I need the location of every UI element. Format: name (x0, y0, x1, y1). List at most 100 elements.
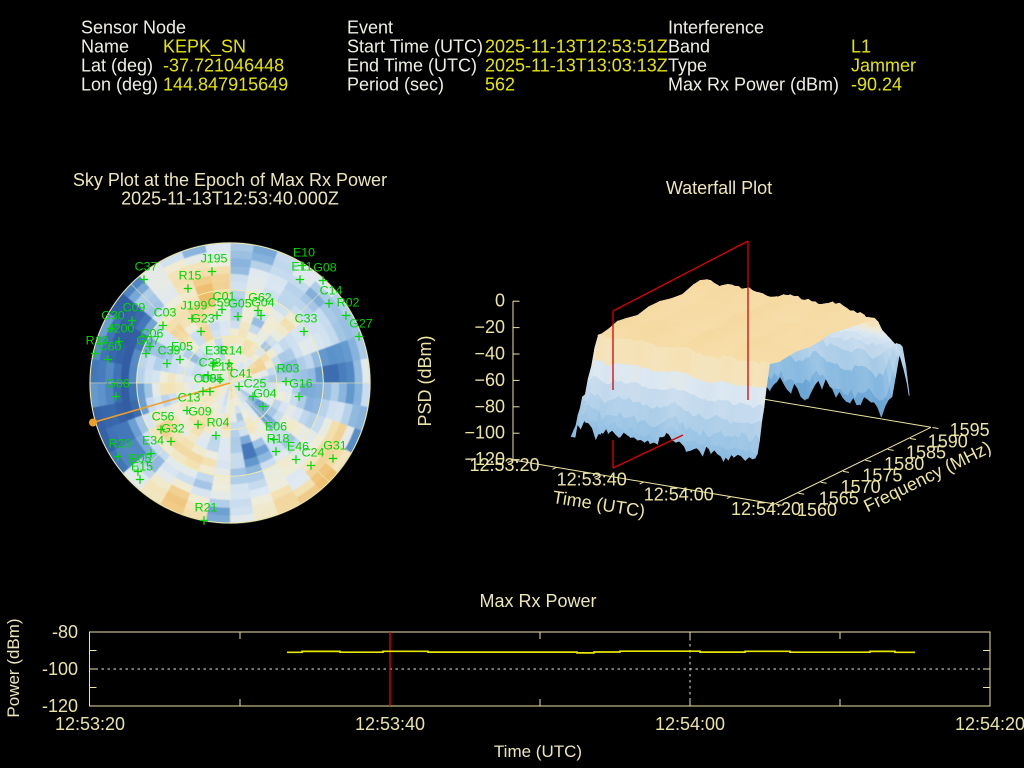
svg-text:−120: −120 (464, 449, 505, 469)
svg-text:1580: 1580 (884, 454, 924, 474)
svg-text:C60: C60 (99, 340, 122, 354)
svg-text:1575: 1575 (862, 466, 902, 486)
svg-text:G32: G32 (161, 422, 185, 436)
svg-text:12:53:20: 12:53:20 (55, 714, 125, 734)
svg-text:G08: G08 (313, 261, 337, 275)
svg-text:Event: Event (347, 18, 393, 38)
svg-text:Max Rx Power: Max Rx Power (479, 591, 596, 611)
svg-text:R02: R02 (337, 296, 360, 310)
svg-text:Name: Name (81, 37, 129, 57)
svg-text:-80: -80 (52, 622, 78, 642)
svg-text:KEPK_SN: KEPK_SN (163, 37, 246, 58)
svg-text:End Time (UTC): End Time (UTC) (347, 56, 477, 76)
svg-text:1565: 1565 (819, 488, 859, 508)
svg-text:G27: G27 (349, 317, 373, 331)
svg-text:E05: E05 (171, 340, 193, 354)
svg-text:−20: −20 (474, 317, 505, 337)
svg-text:R19: R19 (86, 334, 109, 348)
svg-text:G05: G05 (228, 297, 252, 311)
svg-text:J199: J199 (181, 299, 208, 313)
svg-text:0: 0 (495, 291, 505, 311)
svg-text:R20: R20 (109, 437, 132, 451)
svg-text:C14: C14 (320, 284, 343, 298)
svg-text:C25: C25 (244, 377, 267, 391)
svg-text:Jammer: Jammer (851, 56, 916, 76)
svg-text:Period (sec): Period (sec) (347, 75, 444, 95)
svg-text:E15: E15 (131, 460, 153, 474)
svg-text:144.847915649: 144.847915649 (163, 75, 288, 95)
svg-text:12:53:40: 12:53:40 (355, 714, 425, 734)
svg-text:C24: C24 (302, 446, 325, 460)
svg-text:G31: G31 (323, 439, 347, 453)
svg-text:E06: E06 (265, 420, 287, 434)
svg-text:2025-11-13T12:53:51Z: 2025-11-13T12:53:51Z (485, 37, 668, 57)
svg-text:C09: C09 (123, 301, 146, 315)
svg-text:12:53:40: 12:53:40 (557, 470, 627, 490)
svg-text:Interference: Interference (668, 18, 764, 38)
svg-text:C03: C03 (154, 306, 177, 320)
svg-text:2025-11-13T12:53:40.000Z: 2025-11-13T12:53:40.000Z (121, 189, 339, 209)
svg-text:L1: L1 (851, 37, 871, 57)
svg-text:12:53:20: 12:53:20 (469, 455, 539, 475)
svg-text:Lat (deg): Lat (deg) (81, 56, 153, 76)
svg-text:C39: C39 (158, 344, 181, 358)
svg-text:Max Rx Power (dBm): Max Rx Power (dBm) (668, 75, 839, 95)
svg-text:R03: R03 (277, 362, 300, 376)
svg-text:G23: G23 (191, 312, 215, 326)
svg-text:R05: R05 (129, 452, 152, 466)
svg-text:12:54:20: 12:54:20 (731, 499, 801, 519)
svg-text:G07: G07 (136, 334, 160, 348)
svg-text:12:54:00: 12:54:00 (655, 714, 725, 734)
svg-text:Sky Plot at the Epoch of Max R: Sky Plot at the Epoch of Max Rx Power (73, 170, 387, 190)
svg-text:Waterfall Plot: Waterfall Plot (666, 178, 772, 198)
svg-text:R04: R04 (207, 416, 230, 430)
svg-text:E36: E36 (205, 344, 227, 358)
svg-text:Lon (deg): Lon (deg) (81, 75, 158, 95)
svg-text:E46: E46 (287, 440, 309, 454)
svg-text:562: 562 (485, 75, 515, 95)
svg-text:1585: 1585 (906, 443, 946, 463)
svg-text:12:54:00: 12:54:00 (644, 484, 714, 504)
svg-text:C38: C38 (199, 356, 222, 370)
svg-text:1560: 1560 (797, 500, 837, 520)
svg-text:12:54:20: 12:54:20 (955, 714, 1024, 734)
svg-text:C13: C13 (178, 391, 201, 405)
svg-text:PSD (dBm): PSD (dBm) (415, 335, 435, 426)
svg-text:Band: Band (668, 37, 710, 57)
svg-text:Start Time (UTC): Start Time (UTC) (347, 37, 483, 57)
svg-text:E34: E34 (142, 434, 164, 448)
svg-text:1570: 1570 (841, 477, 881, 497)
svg-text:R14: R14 (220, 344, 243, 358)
svg-text:Type: Type (668, 56, 707, 76)
svg-text:-120: -120 (42, 696, 78, 716)
svg-text:C59: C59 (208, 296, 231, 310)
svg-text:C56: C56 (152, 410, 175, 424)
svg-text:J195: J195 (201, 252, 228, 266)
svg-text:G30: G30 (101, 309, 125, 323)
svg-text:R18: R18 (267, 432, 290, 446)
svg-text:Sensor Node: Sensor Node (81, 18, 186, 38)
svg-text:J200: J200 (108, 322, 135, 336)
svg-text:G04: G04 (251, 296, 275, 310)
svg-text:G04: G04 (253, 387, 277, 401)
svg-text:R15: R15 (179, 269, 202, 283)
svg-text:2025-11-13T13:03:13Z: 2025-11-13T13:03:13Z (485, 56, 668, 76)
svg-text:E10: E10 (293, 246, 315, 260)
svg-text:-90.24: -90.24 (851, 75, 902, 95)
svg-text:-100: -100 (42, 659, 78, 679)
svg-text:−80: −80 (474, 396, 505, 416)
svg-text:C33: C33 (295, 312, 318, 326)
svg-text:−40: −40 (474, 344, 505, 364)
svg-text:-37.721046448: -37.721046448 (163, 56, 284, 76)
svg-text:−100: −100 (464, 423, 505, 443)
svg-text:Power (dBm): Power (dBm) (4, 618, 23, 717)
svg-text:C06: C06 (141, 327, 164, 341)
svg-text:C01: C01 (213, 290, 236, 304)
svg-text:1590: 1590 (928, 431, 968, 451)
svg-text:G06: G06 (106, 377, 130, 391)
svg-text:R21: R21 (195, 501, 218, 515)
svg-text:C41: C41 (230, 367, 253, 381)
svg-text:−60: −60 (474, 370, 505, 390)
svg-text:G09: G09 (188, 405, 212, 419)
svg-text:1595: 1595 (950, 420, 990, 440)
